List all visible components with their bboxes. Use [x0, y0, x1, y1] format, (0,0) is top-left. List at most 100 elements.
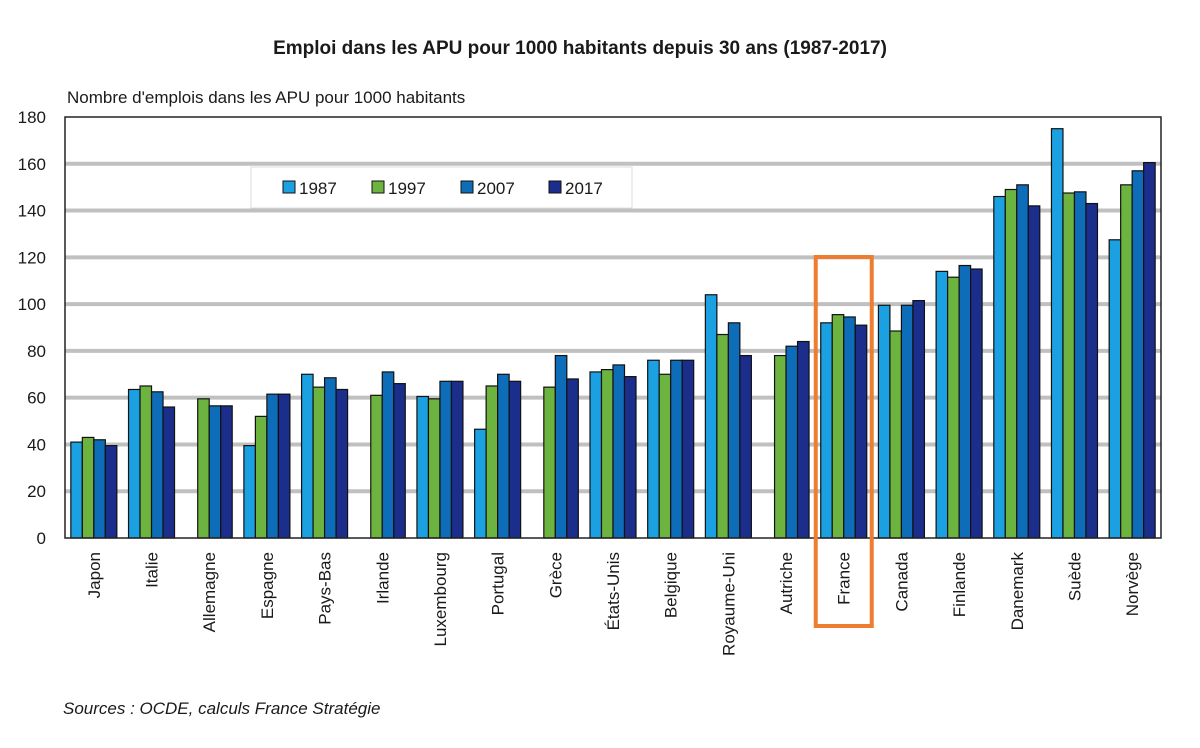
y-tick-label: 80	[27, 342, 46, 361]
y-tick-label: 0	[37, 529, 46, 548]
y-tick-label: 40	[27, 435, 46, 454]
bar-1997	[831, 314, 845, 539]
legend-box	[250, 166, 633, 209]
bar-2017	[450, 380, 464, 539]
bar-1997	[139, 385, 153, 539]
bar-1997	[947, 276, 960, 539]
y-tick-label: 160	[18, 155, 46, 174]
bar-2007	[497, 373, 510, 539]
bar-2017	[277, 393, 291, 539]
x-category-label: Portugal	[489, 552, 508, 615]
bar-2007	[439, 380, 453, 539]
bar-1987	[300, 373, 314, 539]
bar-1987	[704, 294, 718, 539]
bar-1997	[1120, 184, 1133, 539]
x-category-label: États-Unis	[604, 552, 623, 630]
bar-1987	[820, 322, 833, 539]
y-tick-label: 120	[18, 248, 46, 267]
x-category-label: Espagne	[258, 552, 277, 619]
bar-2017	[162, 406, 176, 539]
legend: 1987 1997 2007 2017	[250, 166, 633, 209]
bar-2007	[1073, 191, 1087, 539]
bar-2017	[796, 340, 810, 539]
bar-1997	[197, 398, 210, 539]
bar-2007	[612, 364, 626, 539]
x-category-label: Irlande	[373, 552, 392, 604]
x-category-label: Autriche	[777, 552, 796, 614]
bar-1987	[877, 304, 891, 539]
bar-1987	[1050, 128, 1064, 539]
y-axis-ticks: 0 20 40 60 80 100 120 140 160 180	[18, 108, 46, 548]
bar-1997	[81, 436, 95, 539]
plot-area-frame	[64, 116, 1162, 539]
bar-2007	[323, 377, 337, 539]
legend-swatch-1987	[282, 180, 296, 194]
bar-1997	[543, 386, 556, 539]
bar-2017	[739, 354, 752, 539]
bar-1987	[993, 195, 1006, 539]
bar-2017	[1085, 202, 1099, 539]
bar-2017	[854, 324, 868, 539]
x-category-label: Pays-Bas	[316, 552, 335, 625]
bar-1997	[773, 354, 787, 539]
bar-1987	[127, 388, 141, 539]
bar-1997	[716, 333, 729, 539]
bar-1997	[485, 385, 499, 539]
chart-title: Emploi dans les APU pour 1000 habitants …	[273, 38, 887, 59]
legend-label: 1987	[299, 179, 337, 198]
bar-2007	[93, 439, 106, 539]
bar-2007	[1016, 184, 1029, 539]
bar-2017	[508, 380, 522, 539]
x-category-label: Norvège	[1123, 552, 1142, 616]
y-tick-label: 60	[27, 389, 46, 408]
legend-label: 2007	[477, 179, 515, 198]
bar-1987	[70, 441, 83, 539]
bar-2007	[843, 316, 856, 539]
y-tick-label: 180	[18, 108, 46, 127]
bar-1997	[254, 415, 268, 539]
bar-2017	[912, 300, 926, 539]
bar-1997	[658, 373, 672, 539]
x-category-label: Belgique	[662, 552, 681, 618]
bar-2017	[1143, 162, 1156, 539]
bar-2007	[554, 354, 568, 539]
bar-2007	[381, 371, 395, 539]
y-tick-label: 140	[18, 202, 46, 221]
legend-label: 2017	[565, 179, 603, 198]
bar-1987	[416, 395, 430, 539]
bar-2017	[681, 359, 695, 539]
bar-2007	[785, 345, 799, 539]
bar-2017	[393, 383, 406, 539]
bar-2007	[208, 405, 222, 539]
bar-2017	[104, 445, 118, 539]
y-tick-label: 100	[18, 295, 46, 314]
x-category-label: Canada	[892, 551, 911, 611]
bar-1987	[935, 270, 949, 539]
bar-2007	[1131, 170, 1145, 539]
bar-1987	[474, 428, 487, 539]
legend-swatch-1997	[371, 180, 385, 194]
x-axis-labels: Japon Italie Allemagne Espagne Pays-Bas Irlan…	[85, 551, 1142, 655]
x-category-label: France	[835, 552, 854, 605]
x-category-label: Finlande	[950, 552, 969, 617]
x-category-label: Royaume-Uni	[719, 552, 738, 656]
bar-2007	[150, 391, 164, 539]
source-note: Sources : OCDE, calculs France Stratégie	[63, 699, 381, 718]
bar-2017	[335, 388, 349, 539]
y-axis-label: Nombre d'emplois dans les APU pour 1000 …	[67, 88, 466, 107]
bar-2007	[900, 304, 914, 539]
bar-1997	[427, 398, 441, 539]
bar-1987	[1108, 239, 1122, 539]
bar-1997	[312, 386, 326, 539]
bar-2017	[623, 376, 637, 539]
legend-label: 1997	[388, 179, 426, 198]
bar-2017	[566, 378, 579, 539]
bar-2017	[970, 268, 983, 539]
x-category-label: Italie	[143, 552, 162, 588]
y-tick-label: 20	[27, 482, 46, 501]
highlight-box-france	[813, 255, 874, 628]
bar-2007	[727, 322, 741, 539]
bar-1997	[1004, 188, 1018, 539]
legend-swatch-2007	[460, 180, 474, 194]
